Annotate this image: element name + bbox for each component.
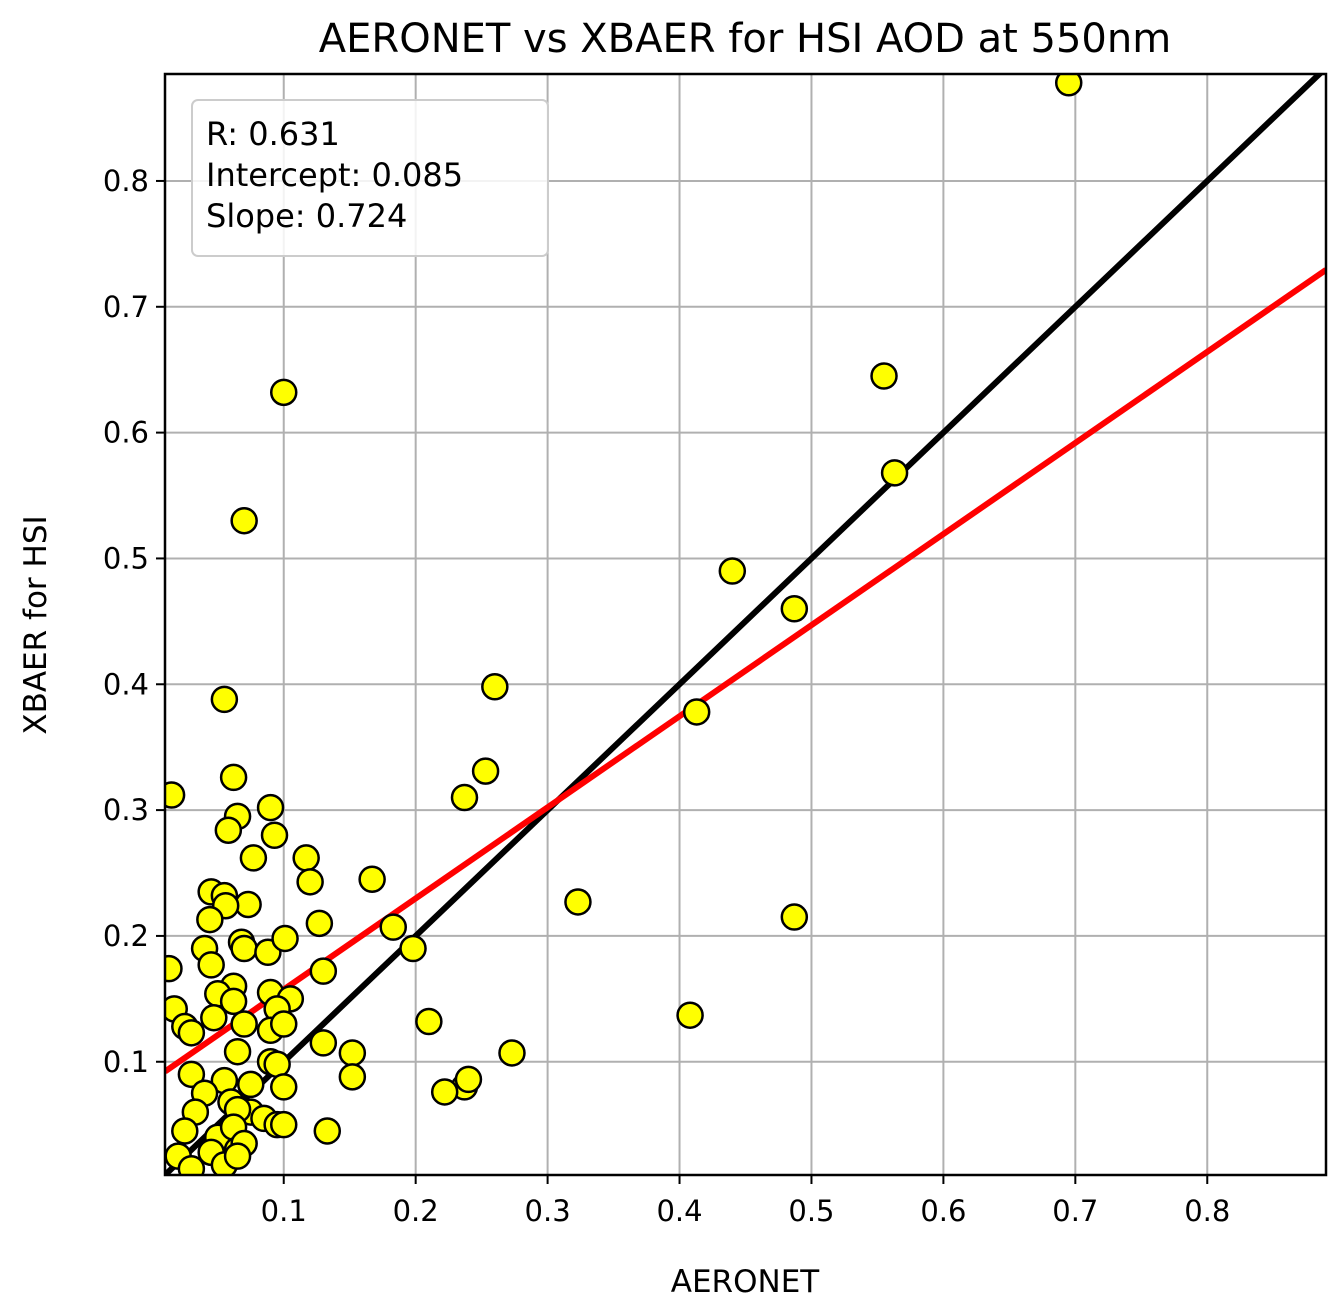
y-tick-label: 0.1: [103, 1045, 149, 1079]
data-point: [309, 957, 338, 985]
data-point: [309, 1029, 338, 1057]
stat-slope: Slope: 0.724: [206, 197, 407, 235]
y-tick-label: 0.5: [103, 541, 149, 575]
data-point: [564, 888, 592, 916]
data-point: [210, 685, 239, 714]
y-tick-label: 0.7: [103, 290, 149, 324]
data-point: [223, 1037, 252, 1066]
y-tick-label: 0.3: [103, 793, 149, 827]
data-point: [313, 1117, 342, 1145]
y-tick-label: 0.4: [103, 667, 149, 701]
data-point: [718, 557, 747, 585]
data-point: [296, 868, 324, 896]
data-point: [177, 1060, 206, 1089]
data-point: [177, 1019, 206, 1047]
data-point: [682, 698, 711, 726]
x-axis-label: AERONET: [671, 1264, 821, 1300]
data-point: [263, 1050, 291, 1079]
data-point: [415, 1007, 443, 1036]
x-tick-label: 0.5: [788, 1194, 834, 1228]
y-axis-label: XBAER for HSI: [18, 515, 54, 734]
x-tick-label: 0.4: [656, 1194, 702, 1228]
x-tick-label: 0.7: [1052, 1194, 1098, 1228]
stats-box: R: 0.631 Intercept: 0.085 Slope: 0.724: [191, 99, 549, 257]
data-point: [239, 844, 268, 872]
x-tick-label: 0.3: [525, 1194, 571, 1228]
x-tick-label: 0.6: [920, 1194, 966, 1228]
data-point: [165, 781, 186, 809]
data-point: [214, 816, 243, 844]
y-tick-label: 0.2: [103, 919, 149, 953]
data-point: [292, 844, 320, 872]
data-point: [880, 459, 909, 487]
one-to-one-line: [165, 74, 1324, 1175]
ticks: 0.1 0.2 0.3 0.4 0.5 0.6 0.7 0.8 0.1 0.2 0.3 0.4 0.5 0…: [103, 164, 1230, 1228]
data-point: [230, 506, 258, 535]
data-point: [171, 1117, 199, 1145]
chart-title: AERONET vs XBAER for HSI AOD at 550nm: [319, 16, 1171, 62]
regression-line: [165, 267, 1326, 1074]
data-point: [260, 821, 289, 850]
data-point: [399, 934, 427, 963]
plot-frame: [163, 72, 1328, 1177]
data-point: [676, 1001, 704, 1029]
data-point: [177, 1154, 206, 1175]
data-point: [498, 1039, 526, 1067]
data-point: [271, 924, 299, 953]
data-point: [219, 987, 248, 1016]
data-point: [338, 1039, 367, 1067]
data-point: [305, 909, 334, 938]
data-point: [219, 763, 248, 792]
data-point: [430, 1078, 459, 1106]
x-tick-label: 0.1: [261, 1194, 307, 1228]
data-point: [269, 1010, 298, 1038]
y-tick-label: 0.6: [103, 416, 149, 450]
data-point: [196, 905, 224, 934]
data-point: [269, 1073, 298, 1101]
reference-lines: [165, 74, 1326, 1175]
stat-r: R: 0.631: [206, 115, 340, 153]
data-point: [338, 1063, 367, 1091]
data-point: [780, 595, 809, 623]
data-point: [1054, 74, 1083, 97]
x-tick-label: 0.2: [393, 1194, 439, 1228]
data-point: [454, 1065, 483, 1094]
data-point: [230, 934, 258, 963]
data-point: [450, 783, 479, 812]
data-point: [379, 913, 407, 941]
scatter-points: [165, 74, 1083, 1175]
data-point: [230, 1010, 258, 1038]
data-point: [223, 1142, 252, 1170]
data-point: [269, 378, 298, 407]
data-point: [870, 362, 898, 390]
stats-box-frame: [191, 99, 549, 257]
data-point: [358, 865, 386, 894]
data-point: [237, 1070, 265, 1099]
data-point: [471, 757, 500, 785]
data-point: [197, 951, 225, 979]
data-point: [780, 903, 809, 931]
data-point: [269, 1110, 298, 1139]
x-tick-label: 0.8: [1184, 1194, 1230, 1228]
y-tick-label: 0.8: [103, 164, 149, 198]
data-point: [165, 954, 183, 983]
data-point: [256, 793, 285, 822]
data-point: [200, 1003, 228, 1032]
stat-intercept: Intercept: 0.085: [206, 156, 463, 194]
data-point: [481, 673, 509, 701]
